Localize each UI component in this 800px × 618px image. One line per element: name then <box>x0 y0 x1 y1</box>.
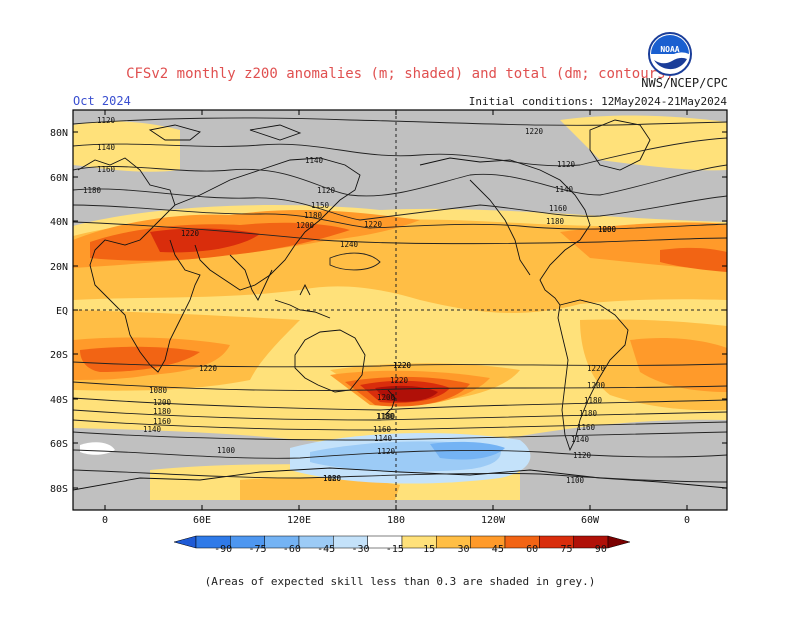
lat-label: 40S <box>50 395 68 406</box>
contour-label: 1160 <box>97 165 116 174</box>
contour-label: 1120 <box>573 451 592 460</box>
contour-label: 1180 <box>376 412 395 421</box>
contour-label: 1200 <box>377 393 396 402</box>
chart-title: CFSv2 monthly z200 anomalies (m; shaded)… <box>126 66 674 82</box>
contour-label: 1140 <box>305 156 324 165</box>
lon-label: 180 <box>387 515 405 526</box>
contour-label: 1120 <box>557 160 576 169</box>
colorbar-tick-label: -90 <box>214 544 232 555</box>
contour-label: 1220 <box>393 361 412 370</box>
logo-text: NOAA <box>660 45 679 54</box>
contour-label: 1140 <box>555 185 574 194</box>
contour-label: 1220 <box>364 220 383 229</box>
contour-label: 1120 <box>317 186 336 195</box>
lat-label: 80N <box>50 128 68 139</box>
colorbar-min-arrow <box>173 535 197 549</box>
colorbar-tick-label: 15 <box>423 544 435 555</box>
contour-label: 1080 <box>149 386 168 395</box>
colorbar-tick-label: 60 <box>526 544 538 555</box>
contour-label: 1180 <box>584 396 603 405</box>
lat-label: 40N <box>50 217 68 228</box>
colorbar-tick-label: -75 <box>248 544 266 555</box>
contour-label: 1160 <box>549 204 568 213</box>
contour-label: 1220 <box>587 364 606 373</box>
longitude-axis: 0 60E 120E 180 120W 60W 0 <box>102 110 690 526</box>
lon-label: 0 <box>684 515 690 526</box>
contour-label: 1240 <box>340 240 359 249</box>
lon-label: 60W <box>581 515 600 526</box>
colorbar-tick-label: -60 <box>283 544 301 555</box>
anomaly-shading-negative <box>80 433 531 484</box>
noaa-logo: NOAA <box>648 32 692 76</box>
contour-label: 1140 <box>571 435 590 444</box>
colorbar-tick-label: 90 <box>595 544 607 555</box>
contour-label: 1200 <box>598 225 617 234</box>
colorbar-tick-label: 45 <box>492 544 504 555</box>
contour-label: 1100 <box>566 476 585 485</box>
contour-label: 1200 <box>296 221 315 230</box>
colorbar-tick-label: -30 <box>351 544 369 555</box>
contour-label: 1140 <box>143 425 162 434</box>
contour-label: 1080 <box>598 225 617 234</box>
latitude-axis: 80N 60N 40N 20N EQ 20S 40S 60S 80S <box>50 128 727 495</box>
contour-label: 1220 <box>390 376 409 385</box>
lat-label: 80S <box>50 484 68 495</box>
lat-label: EQ <box>56 306 68 317</box>
contour-label: 1140 <box>374 434 393 443</box>
contour-label: 1180 <box>304 211 323 220</box>
contour-label: 1200 <box>153 398 172 407</box>
contour-label: 1220 <box>181 229 200 238</box>
lon-label: 0 <box>102 515 108 526</box>
contour-label: 1120 <box>323 474 342 483</box>
contour-label: 1100 <box>217 446 236 455</box>
colorbar-tick-label: 75 <box>560 544 572 555</box>
contour-label: 1180 <box>153 407 172 416</box>
colorbar-tick-label: -15 <box>386 544 404 555</box>
contour-label: 1220 <box>199 364 218 373</box>
contour-label: 1180 <box>579 409 598 418</box>
lat-label: 60N <box>50 173 68 184</box>
contour-label: 1120 <box>97 116 116 125</box>
colorbar-tick-label: -45 <box>317 544 335 555</box>
contour-label: 1180 <box>546 217 565 226</box>
footnote: (Areas of expected skill less than 0.3 a… <box>204 575 596 588</box>
lat-label: 20N <box>50 262 68 273</box>
contour-label: 1160 <box>373 425 392 434</box>
contour-label: 1180 <box>83 186 102 195</box>
valid-period-label: Oct 2024 <box>73 94 131 108</box>
contour-label: 1140 <box>97 143 116 152</box>
contour-label: 1200 <box>587 381 606 390</box>
organization-label: NWS/NCEP/CPC <box>641 76 728 90</box>
initial-conditions-label: Initial conditions: 12May2024-21May2024 <box>468 95 727 108</box>
contour-label: 1180 <box>377 412 396 421</box>
lon-label: 60E <box>193 515 211 526</box>
height-contours <box>73 117 727 483</box>
contour-label: 1120 <box>377 447 396 456</box>
colorbar-max-arrow <box>607 535 631 549</box>
lat-label: 20S <box>50 350 68 361</box>
contour-label: 1220 <box>393 361 412 370</box>
lat-label: 60S <box>50 439 68 450</box>
contour-label: 1080 <box>323 474 342 483</box>
colorbar-tick-label: 30 <box>457 544 469 555</box>
contour-label: 1220 <box>525 127 544 136</box>
anomaly-shading-gt-90 <box>375 385 438 402</box>
lon-label: 120E <box>287 515 311 526</box>
lon-label: 120W <box>481 515 506 526</box>
contour-label: 1160 <box>153 417 172 426</box>
contour-label: 1160 <box>577 423 596 432</box>
contour-label: 1150 <box>311 201 330 210</box>
